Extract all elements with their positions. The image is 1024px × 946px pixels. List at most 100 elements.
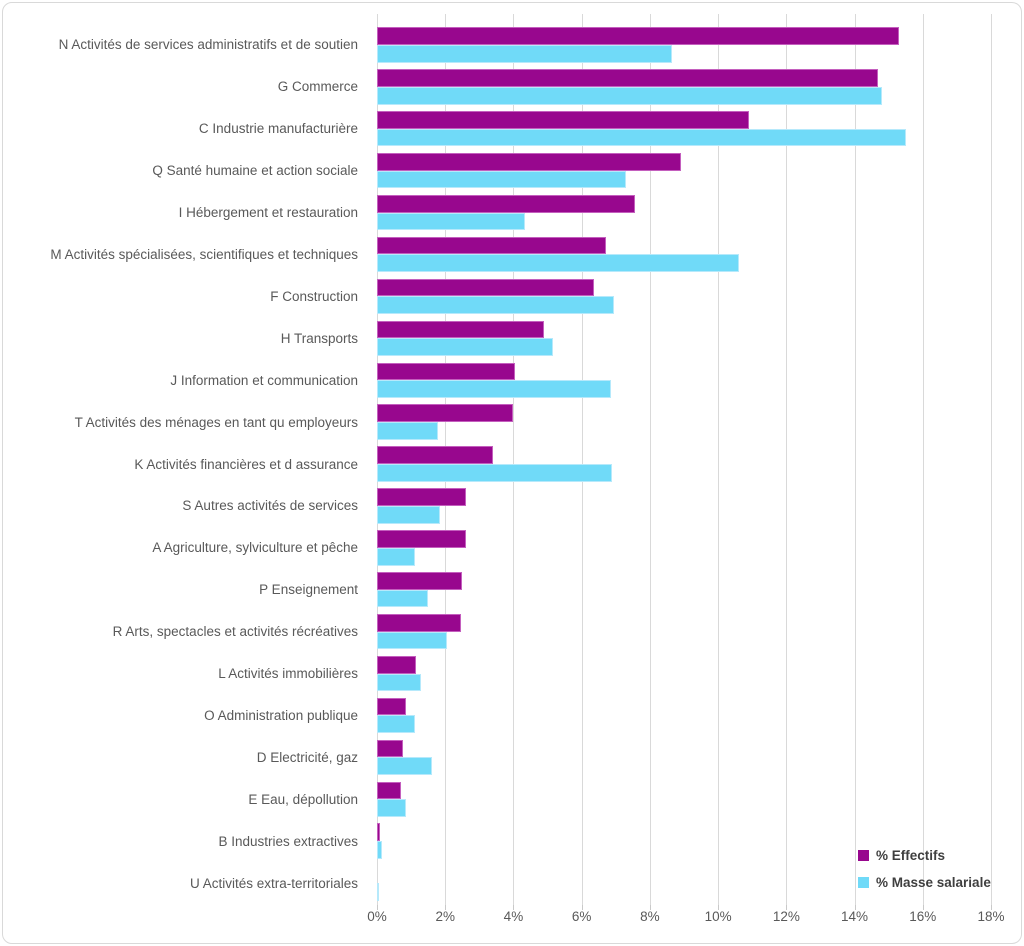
gridline	[922, 14, 924, 905]
bar-masse-salariale	[377, 296, 615, 315]
masse-salariale-swatch-icon	[858, 877, 869, 888]
bars-area	[377, 24, 991, 904]
bar-effectifs	[377, 739, 403, 758]
category-label: S Autres activités de services	[182, 498, 358, 514]
bar-masse-salariale	[377, 547, 415, 566]
x-tick-label: 4%	[503, 909, 524, 924]
bar-masse-salariale	[377, 505, 441, 524]
bar-effectifs	[377, 488, 466, 506]
gridline	[991, 14, 992, 905]
bar-masse-salariale	[377, 841, 383, 859]
x-tick-label: 2%	[435, 909, 455, 924]
bar-masse-salariale	[377, 757, 432, 776]
category-label: E Eau, dépollution	[248, 791, 358, 807]
axis-tick	[786, 905, 788, 910]
axis-tick	[581, 905, 583, 910]
legend-item-effectifs: % Effectifs	[858, 848, 991, 863]
category-label: D Electricité, gaz	[256, 749, 358, 765]
category-label: G Commerce	[277, 79, 358, 95]
bar-row	[377, 275, 991, 317]
axis-tick	[513, 905, 515, 910]
category-label: A Agriculture, sylviculture et pêche	[152, 540, 358, 556]
bar-masse-salariale	[377, 589, 429, 608]
bar-effectifs	[377, 194, 635, 213]
bar-masse-salariale	[377, 464, 613, 482]
x-tick-label: 18%	[977, 909, 1005, 924]
legend: % Effectifs % Masse salariale	[858, 848, 991, 890]
bar-effectifs	[377, 320, 545, 339]
bar-effectifs	[377, 362, 516, 381]
category-label: N Activités de services administratifs e…	[58, 37, 358, 53]
bar-effectifs	[377, 278, 594, 297]
axis-tick	[718, 905, 720, 910]
bar-masse-salariale	[377, 673, 422, 692]
category-label: T Activités des ménages en tant qu emplo…	[74, 414, 358, 430]
category-label: C Industrie manufacturière	[198, 121, 358, 137]
bar-masse-salariale	[377, 338, 553, 356]
x-tick-label: 12%	[772, 909, 800, 924]
gridline	[649, 14, 651, 905]
category-label: M Activités spécialisées, scientifiques …	[50, 246, 358, 262]
bar-masse-salariale	[377, 212, 526, 231]
category-label: K Activités financières et d assurance	[134, 456, 358, 472]
category-axis: N Activités de services administratifs e…	[6, 24, 368, 904]
bar-row	[377, 24, 991, 66]
bar-effectifs	[377, 572, 463, 590]
bar-row	[377, 569, 991, 611]
bar-row	[377, 653, 991, 695]
axis-tick	[922, 905, 924, 910]
bar-row	[377, 820, 991, 862]
legend-label-masse-salariale: % Masse salariale	[876, 875, 991, 890]
bar-row	[377, 108, 991, 150]
category-label: O Administration publique	[204, 707, 358, 723]
bar-row	[377, 234, 991, 276]
bar-effectifs	[377, 111, 749, 129]
bar-effectifs	[377, 152, 681, 171]
x-tick-label: 0%	[367, 909, 387, 924]
axis-tick	[377, 905, 378, 910]
bar-row	[377, 150, 991, 192]
bar-masse-salariale	[377, 44, 673, 63]
bar-row	[377, 192, 991, 234]
bar-masse-salariale	[377, 883, 379, 901]
category-label: R Arts, spectacles et activités récréati…	[112, 624, 358, 640]
category-label: F Construction	[270, 288, 358, 304]
x-tick-label: 14%	[841, 909, 869, 924]
legend-item-masse-salariale: % Masse salariale	[858, 875, 991, 890]
gridline	[718, 14, 720, 905]
category-label: J Information et communication	[170, 372, 358, 388]
axis-tick	[854, 905, 856, 910]
bar-masse-salariale	[377, 128, 906, 147]
bar-row	[377, 611, 991, 653]
bar-effectifs	[377, 823, 381, 842]
bar-row	[377, 862, 991, 904]
category-label: P Enseignement	[259, 582, 358, 598]
x-tick-label: 10%	[704, 909, 732, 924]
category-label: Q Santé humaine et action sociale	[152, 163, 358, 179]
bar-row	[377, 695, 991, 737]
bar-effectifs	[377, 697, 406, 716]
bar-row	[377, 527, 991, 569]
bar-row	[377, 778, 991, 820]
x-axis: 0% 2% 4% 6% 8% 10% 12% 14% 16% 18%	[367, 909, 1004, 931]
bar-effectifs	[377, 27, 899, 45]
category-label: H Transports	[280, 330, 358, 346]
effectifs-swatch-icon	[858, 850, 869, 861]
bar-effectifs	[377, 655, 417, 674]
axis-tick	[649, 905, 651, 910]
bar-masse-salariale	[377, 631, 447, 650]
bar-masse-salariale	[377, 715, 415, 734]
bar-effectifs	[377, 530, 466, 548]
category-label: I Hébergement et restauration	[178, 205, 358, 221]
bar-effectifs	[377, 781, 401, 800]
axis-tick	[991, 905, 992, 910]
gridline	[581, 14, 583, 905]
x-tick-label: 6%	[571, 909, 592, 924]
bar-masse-salariale	[377, 422, 439, 440]
category-label: L Activités immobilières	[218, 666, 358, 682]
x-tick-label: 8%	[640, 909, 660, 924]
category-label: B Industries extractives	[218, 833, 358, 849]
bar-row	[377, 317, 991, 359]
bar-masse-salariale	[377, 170, 626, 189]
gridline	[854, 14, 856, 905]
